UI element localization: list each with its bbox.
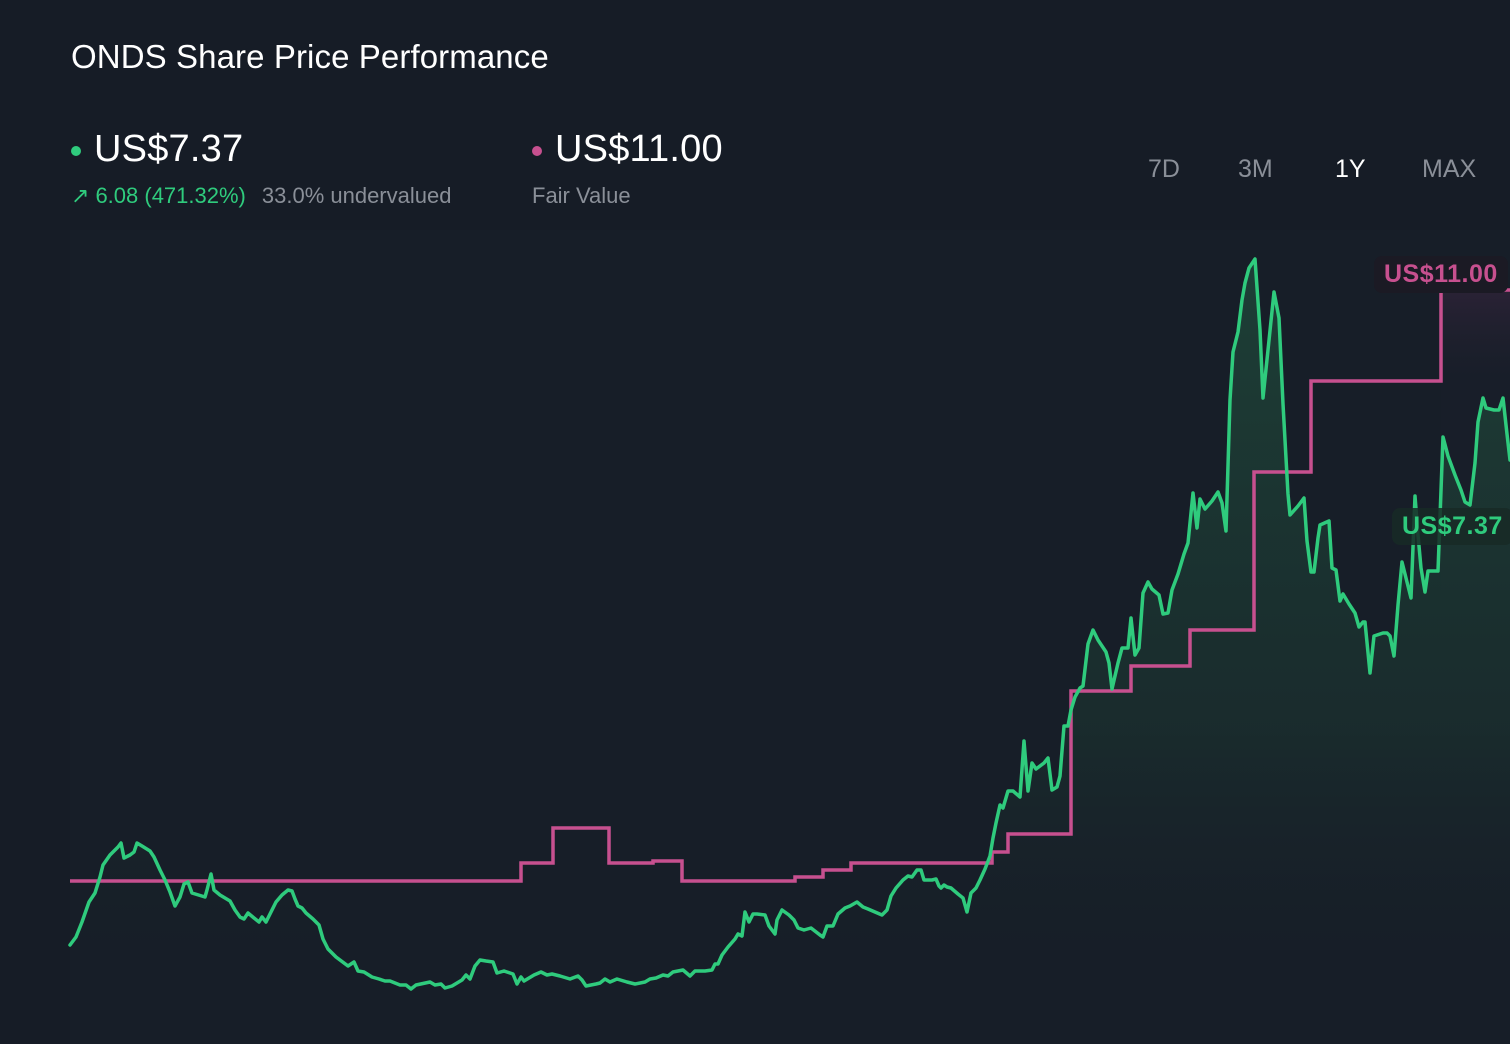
tab-max[interactable]: MAX [1422, 155, 1477, 183]
fair-value-badge: US$11.00 [1374, 256, 1508, 293]
fair-value: US$11.00 [555, 128, 723, 170]
price-change: 6.08 (471.32%) [95, 183, 246, 208]
fair-value-legend-dot-icon [532, 145, 542, 156]
tab-1y[interactable]: 1Y [1335, 155, 1366, 183]
price-stat: US$7.37 ↗ 6.08 (471.32%) 33.0% undervalu… [71, 128, 451, 209]
fair-value-stat: US$11.00 Fair Value [532, 128, 723, 209]
arrow-up-right-icon: ↗ [71, 183, 90, 208]
tab-7d[interactable]: 7D [1148, 155, 1180, 183]
fair-value-label: Fair Value [532, 183, 631, 208]
page-title: ONDS Share Price Performance [71, 38, 549, 75]
current-price: US$7.37 [94, 128, 244, 170]
price-area-fill [70, 259, 1510, 1044]
valuation-status: 33.0% undervalued [261, 183, 452, 208]
price-legend-dot-icon [71, 145, 81, 156]
tab-3m[interactable]: 3M [1238, 155, 1273, 183]
price-line [68, 257, 1510, 991]
price-badge: US$7.37 [1392, 508, 1510, 545]
fair-value-line [70, 288, 1510, 883]
